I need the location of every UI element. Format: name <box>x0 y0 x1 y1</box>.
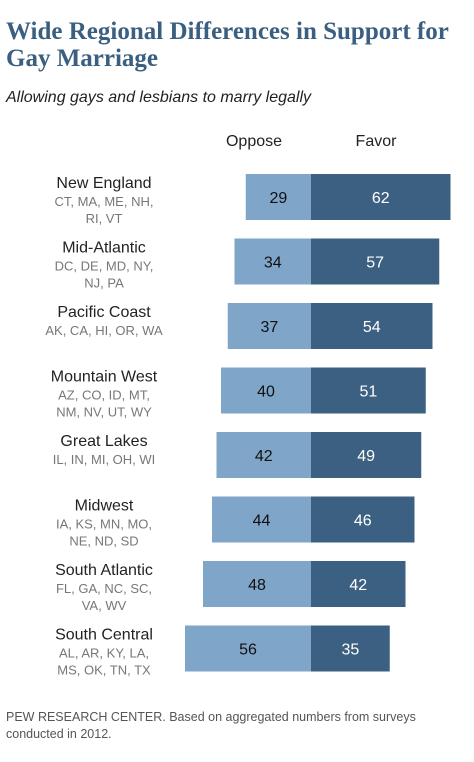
region-label: Mid-Atlantic <box>62 240 146 257</box>
region-label: Great Lakes <box>60 433 147 450</box>
region-label: Mountain West <box>51 369 158 386</box>
chart-title: Wide Regional Differences in Support for… <box>6 18 449 72</box>
favor-value-label: 35 <box>341 642 359 659</box>
region-states: NE, ND, SD <box>69 534 138 549</box>
region-label: Midwest <box>75 498 134 515</box>
oppose-bar <box>245 174 311 220</box>
favor-bar <box>311 303 433 349</box>
oppose-bar <box>227 303 311 349</box>
diverging-bar-chart: Oppose Favor New England CT, MA, ME, NH, RI,… <box>45 133 451 678</box>
header-oppose: Oppose <box>226 133 282 150</box>
chart-subtitle: Allowing gays and lesbians to marry lega… <box>6 89 312 106</box>
favor-value-label: 46 <box>354 513 372 530</box>
oppose-bar <box>212 496 311 543</box>
region-states: VA, WV <box>82 598 127 613</box>
favor-bar <box>311 561 406 607</box>
region-label: South Central <box>55 627 153 644</box>
oppose-bar <box>221 367 311 414</box>
region-states: IA, KS, MN, MO, <box>56 517 152 532</box>
favor-bar <box>311 367 426 414</box>
region-label: South Atlantic <box>55 562 153 579</box>
region-states: IL, IN, MI, OH, WI <box>53 452 156 467</box>
region-states: AL, AR, KY, LA, <box>59 646 149 661</box>
favor-value-label: 62 <box>372 190 390 207</box>
oppose-value-label: 48 <box>248 577 266 594</box>
region-states: NJ, PA <box>84 276 124 291</box>
oppose-value-label: 34 <box>264 255 282 272</box>
oppose-value-label: 56 <box>239 642 257 659</box>
oppose-bar <box>216 432 311 478</box>
favor-bar <box>311 625 390 672</box>
region-states: DC, DE, MD, NY, <box>55 259 154 274</box>
region-states: MS, OK, TN, TX <box>57 663 151 678</box>
region-label: New England <box>56 175 151 192</box>
oppose-value-label: 37 <box>260 319 278 336</box>
oppose-value-label: 40 <box>257 384 275 401</box>
region-label: Pacific Coast <box>57 304 151 321</box>
oppose-bar <box>234 238 311 285</box>
region-states: NM, NV, UT, WY <box>56 405 152 420</box>
favor-bar <box>311 238 440 285</box>
region-states: AZ, CO, ID, MT, <box>58 388 150 403</box>
region-states: AK, CA, HI, OR, WA <box>45 323 163 338</box>
favor-value-label: 51 <box>359 384 377 401</box>
favor-bar <box>311 432 422 478</box>
oppose-bar <box>203 561 311 607</box>
oppose-value-label: 29 <box>269 190 287 207</box>
region-states: RI, VT <box>86 211 123 226</box>
favor-bar <box>311 174 451 220</box>
oppose-bar <box>185 625 311 672</box>
favor-value-label: 42 <box>349 577 367 594</box>
region-states: FL, GA, NC, SC, <box>56 581 152 596</box>
header-favor: Favor <box>356 133 398 150</box>
region-states: CT, MA, ME, NH, <box>55 194 154 209</box>
favor-bar <box>311 496 415 543</box>
oppose-value-label: 42 <box>255 448 273 465</box>
favor-value-label: 49 <box>357 448 375 465</box>
favor-value-label: 57 <box>366 255 384 272</box>
source-note: PEW RESEARCH CENTER. Based on aggregated… <box>6 710 416 741</box>
favor-value-label: 54 <box>363 319 381 336</box>
oppose-value-label: 44 <box>253 513 271 530</box>
